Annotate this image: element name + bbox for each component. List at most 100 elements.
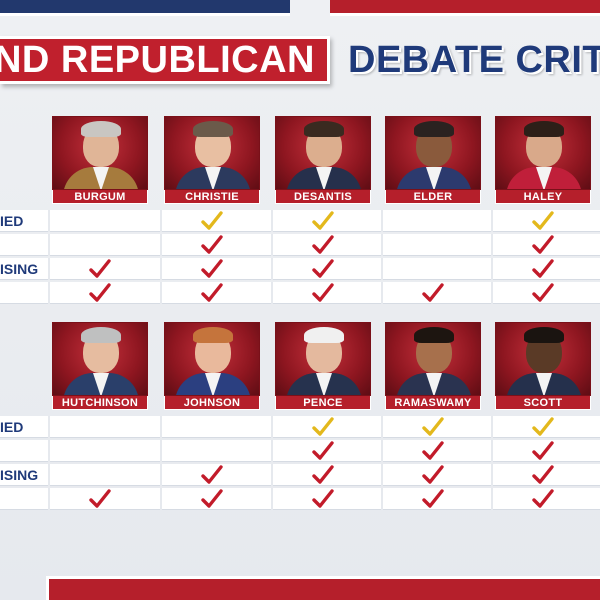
red-checkmark-icon	[532, 259, 554, 279]
candidate-name: ELDER	[385, 190, 481, 204]
red-checkmark-icon	[532, 235, 554, 255]
criteria-row-label: IED	[0, 213, 24, 229]
red-checkmark-icon	[312, 283, 334, 303]
criteria-row	[0, 210, 600, 232]
candidate-photo	[385, 322, 481, 396]
column-divider	[271, 258, 273, 280]
candidate-hair	[81, 327, 121, 343]
red-checkmark-icon	[312, 465, 334, 485]
candidate-card: DESANTIS	[275, 116, 371, 204]
column-divider	[48, 416, 50, 438]
candidate-photo	[52, 116, 148, 190]
candidate-hair	[414, 121, 454, 137]
title-blue-text: DEBATE CRIT	[348, 38, 600, 81]
candidate-card: BURGUM	[52, 116, 148, 204]
column-divider	[381, 440, 383, 462]
candidate-name: JOHNSON	[164, 396, 260, 410]
criteria-row-label: ISING	[0, 261, 39, 277]
candidate-photo	[495, 116, 591, 190]
yellow-checkmark-icon	[312, 211, 334, 231]
column-divider	[48, 234, 50, 256]
candidate-name: HUTCHINSON	[52, 396, 148, 410]
red-checkmark-icon	[89, 283, 111, 303]
criteria-row	[0, 464, 600, 486]
candidate-photo	[164, 322, 260, 396]
red-checkmark-icon	[312, 259, 334, 279]
candidate-card: RAMASWAMY	[385, 322, 481, 410]
red-checkmark-icon	[89, 489, 111, 509]
column-divider	[491, 210, 493, 232]
criteria-row-label: ISING	[0, 467, 39, 483]
candidate-name: RAMASWAMY	[385, 396, 481, 410]
candidate-card: HUTCHINSON	[52, 322, 148, 410]
criteria-row	[0, 282, 600, 304]
column-divider	[160, 488, 162, 510]
red-checkmark-icon	[312, 441, 334, 461]
column-divider	[160, 440, 162, 462]
candidate-photo	[495, 322, 591, 396]
bottom-banner	[46, 576, 600, 600]
candidate-hair	[414, 327, 454, 343]
red-checkmark-icon	[532, 441, 554, 461]
candidate-name: BURGUM	[52, 190, 148, 204]
candidate-photo	[52, 322, 148, 396]
column-divider	[160, 282, 162, 304]
candidate-name: HALEY	[495, 190, 591, 204]
column-divider	[381, 464, 383, 486]
title-banner-red: ND REPUBLICAN	[0, 36, 330, 84]
column-divider	[491, 258, 493, 280]
column-divider	[381, 234, 383, 256]
column-divider	[271, 464, 273, 486]
candidate-card: CHRISTIE	[164, 116, 260, 204]
column-divider	[48, 488, 50, 510]
yellow-checkmark-icon	[422, 417, 444, 437]
red-checkmark-icon	[532, 489, 554, 509]
candidate-photo	[275, 116, 371, 190]
column-divider	[160, 210, 162, 232]
candidate-photo	[164, 116, 260, 190]
column-divider	[381, 258, 383, 280]
candidate-card: JOHNSON	[164, 322, 260, 410]
criteria-row	[0, 258, 600, 280]
candidate-photo	[385, 116, 481, 190]
red-checkmark-icon	[89, 259, 111, 279]
candidate-card: PENCE	[275, 322, 371, 410]
column-divider	[491, 440, 493, 462]
column-divider	[271, 440, 273, 462]
column-divider	[48, 464, 50, 486]
red-checkmark-icon	[422, 489, 444, 509]
red-checkmark-icon	[532, 283, 554, 303]
candidate-hair	[193, 121, 233, 137]
column-divider	[381, 488, 383, 510]
candidate-name: SCOTT	[495, 396, 591, 410]
red-checkmark-icon	[312, 489, 334, 509]
yellow-checkmark-icon	[532, 417, 554, 437]
column-divider	[271, 210, 273, 232]
column-divider	[271, 234, 273, 256]
yellow-checkmark-icon	[532, 211, 554, 231]
red-checkmark-icon	[201, 489, 223, 509]
red-checkmark-icon	[422, 283, 444, 303]
candidate-hair	[304, 327, 344, 343]
red-checkmark-icon	[312, 235, 334, 255]
column-divider	[48, 258, 50, 280]
column-divider	[271, 488, 273, 510]
title-banner-blue: DEBATE CRIT	[340, 36, 600, 84]
title-red-text: ND REPUBLICAN	[0, 38, 315, 81]
column-divider	[48, 440, 50, 462]
column-divider	[381, 416, 383, 438]
candidate-hair	[304, 121, 344, 137]
red-checkmark-icon	[532, 465, 554, 485]
criteria-row	[0, 416, 600, 438]
column-divider	[491, 464, 493, 486]
column-divider	[491, 234, 493, 256]
candidate-card: HALEY	[495, 116, 591, 204]
column-divider	[160, 464, 162, 486]
candidate-hair	[524, 121, 564, 137]
red-checkmark-icon	[201, 235, 223, 255]
candidate-photo	[275, 322, 371, 396]
top-banner-blue	[0, 0, 290, 16]
column-divider	[381, 282, 383, 304]
column-divider	[160, 416, 162, 438]
column-divider	[271, 282, 273, 304]
